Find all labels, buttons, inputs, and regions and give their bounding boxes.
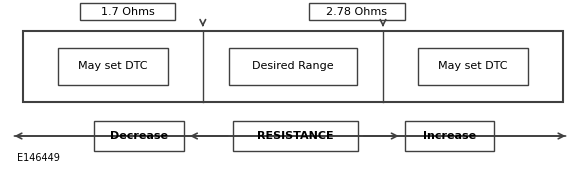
Text: E146449: E146449 (17, 153, 60, 163)
Bar (80, 3, 175, 20)
Text: Decrease: Decrease (110, 131, 168, 141)
Bar (58, 48, 168, 85)
Bar (23, 31, 563, 102)
Text: May set DTC: May set DTC (78, 61, 148, 71)
Text: Increase: Increase (423, 131, 476, 141)
Bar (405, 121, 494, 151)
Text: Desired Range: Desired Range (252, 61, 334, 71)
Bar (94, 121, 184, 151)
Bar (309, 3, 404, 20)
Text: 2.78 Ohms: 2.78 Ohms (326, 7, 387, 17)
Bar (418, 48, 528, 85)
Bar (229, 48, 357, 85)
Bar (233, 121, 358, 151)
Text: May set DTC: May set DTC (438, 61, 508, 71)
Text: 1.7 Ohms: 1.7 Ohms (101, 7, 154, 17)
Text: RESISTANCE: RESISTANCE (258, 131, 334, 141)
